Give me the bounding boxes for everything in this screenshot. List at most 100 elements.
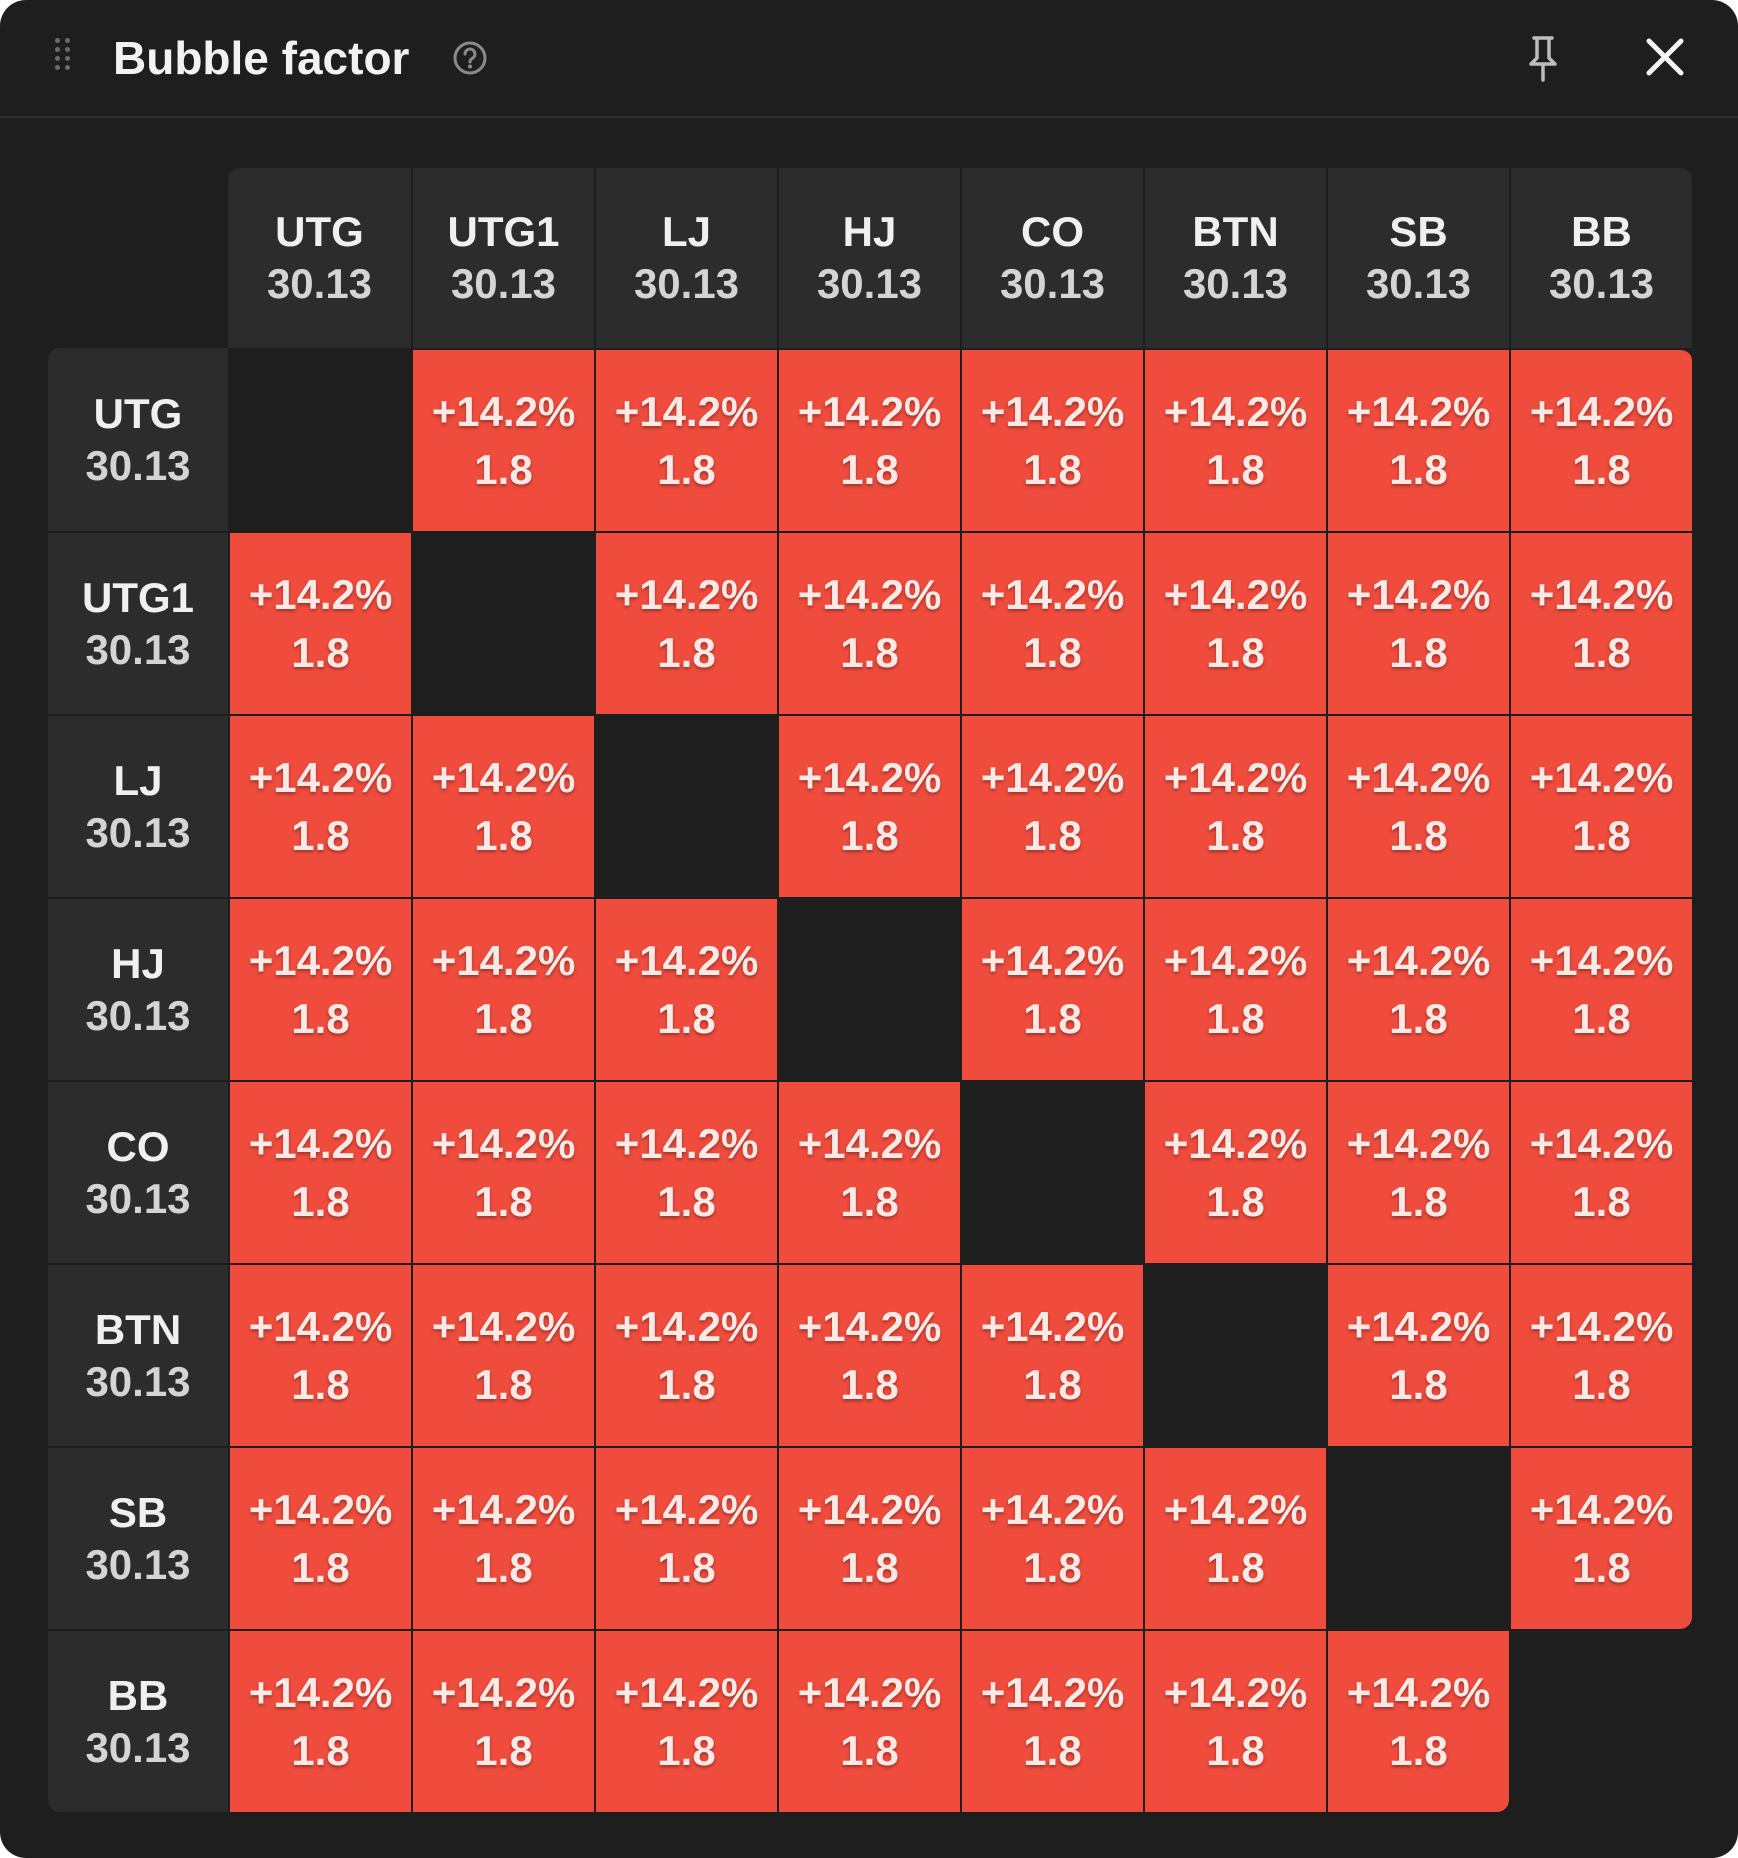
matrix-cell[interactable]: +14.2% 1.8 [1326,1629,1509,1812]
matrix-cell[interactable]: +14.2% 1.8 [1143,897,1326,1080]
cell-equity-change: +14.2% [797,1302,942,1350]
column-position: SB [1389,208,1448,255]
matrix-cell[interactable]: +14.2% 1.8 [1326,1263,1509,1446]
column-stack: 30.13 [1365,260,1472,307]
matrix-cell[interactable]: +14.2% 1.8 [1143,1446,1326,1629]
cell-equity-change: +14.2% [1529,1302,1674,1350]
cell-equity-change: +14.2% [1346,1668,1491,1716]
matrix-cell-empty[interactable] [228,348,411,531]
matrix-cell[interactable]: +14.2% 1.8 [1509,1080,1692,1263]
matrix-cell[interactable]: +14.2% 1.8 [228,1446,411,1629]
matrix-cell[interactable]: +14.2% 1.8 [1509,348,1692,531]
column-position: CO [1021,208,1084,255]
cell-equity-change: +14.2% [431,753,576,801]
matrix-cell[interactable]: +14.2% 1.8 [1143,1080,1326,1263]
matrix-cell[interactable]: +14.2% 1.8 [960,348,1143,531]
cell-bubble-factor: 1.8 [1206,445,1265,493]
matrix-cell[interactable]: +14.2% 1.8 [777,348,960,531]
matrix-cell[interactable]: +14.2% 1.8 [1143,531,1326,714]
matrix-cell[interactable]: +14.2% 1.8 [1326,714,1509,897]
matrix-cell[interactable]: +14.2% 1.8 [1509,714,1692,897]
matrix-cell[interactable]: +14.2% 1.8 [1509,531,1692,714]
cell-bubble-factor: 1.8 [1206,1177,1265,1225]
matrix-cell[interactable]: +14.2% 1.8 [1509,1446,1692,1629]
drag-handle-icon[interactable] [55,38,71,82]
matrix-cell[interactable]: +14.2% 1.8 [1326,897,1509,1080]
matrix-cell[interactable]: +14.2% 1.8 [1143,348,1326,531]
cell-bubble-factor: 1.8 [1023,811,1082,859]
matrix-cell[interactable]: +14.2% 1.8 [960,897,1143,1080]
matrix-cell-empty[interactable] [1326,1446,1509,1629]
cell-equity-change: +14.2% [980,936,1125,984]
matrix-cell[interactable]: +14.2% 1.8 [594,897,777,1080]
matrix-cell[interactable]: +14.2% 1.8 [1509,1263,1692,1446]
column-header-bb: BB 30.13 [1509,168,1692,348]
matrix-cell[interactable]: +14.2% 1.8 [594,1080,777,1263]
matrix-cell[interactable]: +14.2% 1.8 [411,348,594,531]
matrix-cell[interactable]: +14.2% 1.8 [228,714,411,897]
pin-icon[interactable] [1524,34,1562,84]
cell-bubble-factor: 1.8 [291,1177,350,1225]
row-header-co: CO 30.13 [48,1080,228,1263]
cell-equity-change: +14.2% [614,570,759,618]
cell-bubble-factor: 1.8 [1389,1726,1448,1774]
column-position: BTN [1192,208,1279,255]
matrix-cell[interactable]: +14.2% 1.8 [777,1629,960,1812]
matrix-cell[interactable]: +14.2% 1.8 [1143,1629,1326,1812]
matrix-cell-empty[interactable] [411,531,594,714]
title-bar[interactable]: Bubble factor [0,0,1738,118]
matrix-cell[interactable]: +14.2% 1.8 [1326,1080,1509,1263]
matrix-cell[interactable]: +14.2% 1.8 [777,1446,960,1629]
matrix-cell-empty[interactable] [960,1080,1143,1263]
row-stack: 30.13 [85,991,191,1039]
matrix-cell[interactable]: +14.2% 1.8 [594,348,777,531]
matrix-cell[interactable]: +14.2% 1.8 [1326,348,1509,531]
matrix-cell[interactable]: +14.2% 1.8 [594,1263,777,1446]
matrix-cell[interactable]: +14.2% 1.8 [594,1446,777,1629]
matrix-cell[interactable]: +14.2% 1.8 [1509,897,1692,1080]
cell-equity-change: +14.2% [614,1119,759,1167]
cell-bubble-factor: 1.8 [840,1360,899,1408]
matrix-cell[interactable]: +14.2% 1.8 [411,1080,594,1263]
matrix-cell[interactable]: +14.2% 1.8 [411,897,594,1080]
column-stack: 30.13 [1182,260,1289,307]
matrix-cell[interactable]: +14.2% 1.8 [411,1446,594,1629]
cell-equity-change: +14.2% [431,1119,576,1167]
matrix-cell-empty[interactable] [777,897,960,1080]
column-position: UTG1 [447,208,560,255]
matrix-cell[interactable]: +14.2% 1.8 [960,714,1143,897]
help-circle-icon[interactable] [452,40,488,76]
matrix-cell[interactable]: +14.2% 1.8 [960,531,1143,714]
matrix-cell[interactable]: +14.2% 1.8 [228,1080,411,1263]
cell-bubble-factor: 1.8 [657,1543,716,1591]
matrix-cell[interactable]: +14.2% 1.8 [777,714,960,897]
matrix-cell[interactable]: +14.2% 1.8 [777,1263,960,1446]
matrix-cell[interactable]: +14.2% 1.8 [411,1629,594,1812]
cell-equity-change: +14.2% [248,936,393,984]
matrix-cell-empty[interactable] [1509,1629,1692,1812]
matrix-cell[interactable]: +14.2% 1.8 [777,531,960,714]
matrix-cell[interactable]: +14.2% 1.8 [228,1629,411,1812]
cell-bubble-factor: 1.8 [840,1726,899,1774]
matrix-cell[interactable]: +14.2% 1.8 [228,1263,411,1446]
column-header-btn: BTN 30.13 [1143,168,1326,348]
cell-bubble-factor: 1.8 [1389,1360,1448,1408]
matrix-cell[interactable]: +14.2% 1.8 [777,1080,960,1263]
cell-bubble-factor: 1.8 [474,445,533,493]
matrix-cell[interactable]: +14.2% 1.8 [228,897,411,1080]
matrix-cell[interactable]: +14.2% 1.8 [594,531,777,714]
matrix-cell-empty[interactable] [1143,1263,1326,1446]
matrix-cell-empty[interactable] [594,714,777,897]
matrix-cell[interactable]: +14.2% 1.8 [960,1446,1143,1629]
matrix-cell[interactable]: +14.2% 1.8 [1143,714,1326,897]
matrix-cell[interactable]: +14.2% 1.8 [1326,531,1509,714]
matrix-cell[interactable]: +14.2% 1.8 [960,1263,1143,1446]
matrix-cell[interactable]: +14.2% 1.8 [960,1629,1143,1812]
cell-equity-change: +14.2% [797,387,942,435]
matrix-cell[interactable]: +14.2% 1.8 [594,1629,777,1812]
matrix-cell[interactable]: +14.2% 1.8 [228,531,411,714]
close-icon[interactable] [1644,36,1686,78]
matrix-cell[interactable]: +14.2% 1.8 [411,714,594,897]
matrix-cell[interactable]: +14.2% 1.8 [411,1263,594,1446]
cell-equity-change: +14.2% [1163,387,1308,435]
